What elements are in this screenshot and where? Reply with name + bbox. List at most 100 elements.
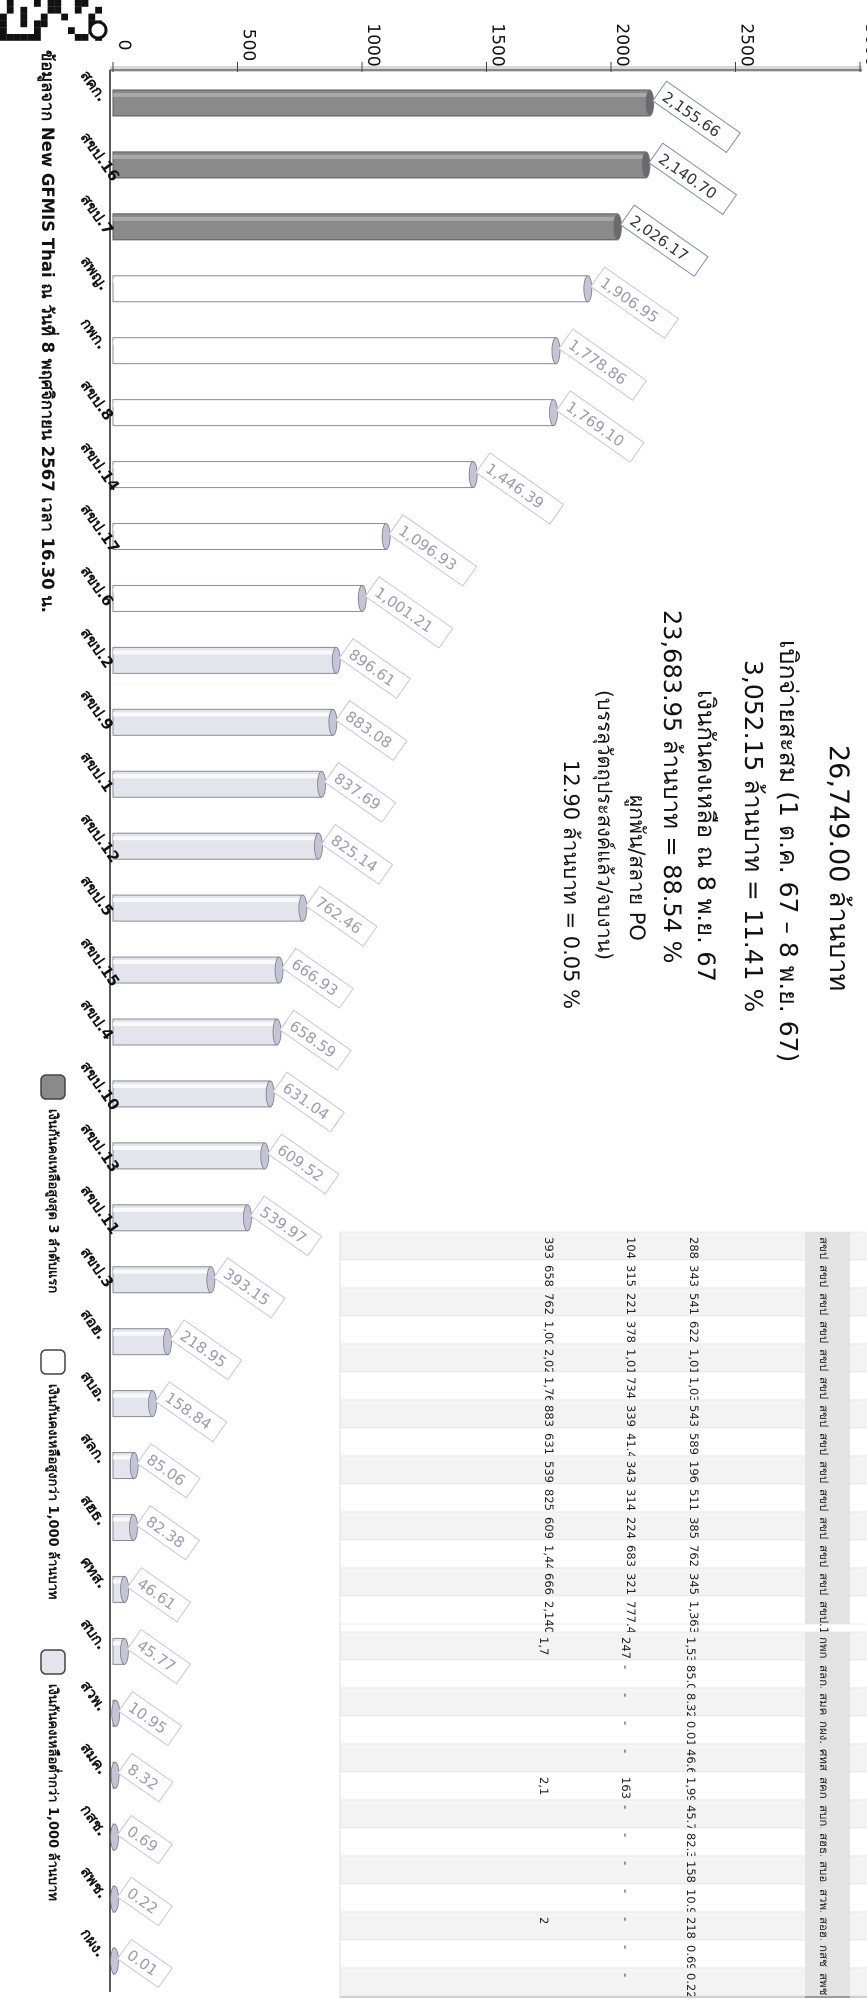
bar-18 [112,1142,270,1170]
bar-highlight [113,774,322,779]
data-label-box: 1,446.39 [475,452,565,525]
qr-module [34,0,41,7]
table-right-row-header-bg [805,1716,850,1744]
table-right-cell: สอฮ. [817,1917,831,1942]
table-left-row-header-bg [805,1540,850,1568]
qr-module [6,34,14,41]
table-right-cell: 2 [537,1917,551,1924]
category-label: สขป.5 [77,872,118,919]
table-left-row-header-bg [805,1344,850,1372]
data-label-frame [619,204,709,278]
table-right-cell: - [619,1721,633,1725]
table-right-cell: กพก. [817,1637,831,1662]
bar-highlight [113,1145,265,1150]
bar-cap [110,1885,119,1913]
tick-label: 1000 [363,23,383,66]
bar-cap [110,1761,120,1789]
bar-cap [298,894,308,922]
table-right-row-bg [339,1911,867,1941]
table-right-row-header-bg [805,1884,850,1912]
data-label-frame [126,1628,191,1685]
table-left-cell: สขป.16 [817,1601,831,1641]
data-label-box: 825.14 [320,823,394,885]
bar-cap [331,646,341,674]
table-right-cell: สพช. [817,1973,831,1998]
bar-cap [272,1018,282,1046]
table-right-row-header-bg [805,1940,850,1968]
table-right-row-header-bg [805,1632,850,1660]
table-right-row-header-bg [805,1828,850,1856]
data-label-box: 393.15 [213,1257,286,1319]
table-right-row-bg [339,1715,867,1745]
bar-31 [110,1947,119,1975]
table-right-cell: - [619,1833,633,1837]
data-label-box: 1,096.93 [388,514,478,587]
table-right-cell: 2,1 [537,1777,551,1795]
bar-30 [110,1885,119,1913]
category-label: สอฮ. [77,1306,111,1343]
bar-highlight [113,278,588,283]
data-label-frame [136,1443,201,1499]
table-right-cell: - [619,1917,633,1921]
table-right-cell: สวพ. [817,1889,831,1914]
legend: เงินกันคงเหลือสูงสุด 3 ลำดับแรกเงินกันคง… [40,1074,66,1901]
data-label-frame [272,1071,345,1133]
qr-module [0,13,7,21]
data-label-frame [323,761,397,824]
table-total-row-bg [340,1996,867,1998]
table-right-cell: - [619,1973,633,1977]
data-label-box: 45.77 [126,1628,191,1685]
bar-23 [112,1452,139,1480]
bar-12 [112,770,326,798]
footer-source-note: ข้อมูลจาก New GFMIS Thai ณ วันที่ 8 พฤศจ… [36,50,60,613]
table-right-row-bg [339,1771,867,1801]
table-right-row-header-bg [805,1660,850,1688]
category-label: สพช. [77,1863,112,1902]
table-right-cell: - [619,1889,633,1893]
table-left-row-header-bg [805,1260,850,1288]
tick-label: 2000 [612,23,632,66]
data-label-box: 2,026.17 [619,204,709,278]
qr-module [74,0,82,7]
tick-label: 0 [114,40,134,51]
data-label-frame [169,1319,243,1381]
bar-27 [111,1699,121,1727]
data-label-box: 609.52 [267,1133,340,1195]
bar-highlight [113,464,474,469]
tick-label: 500 [239,29,259,61]
table-right-row-bg [339,1659,867,1689]
data-label-frame [558,328,648,401]
data-label-box: 1,001.21 [364,575,454,649]
data-table: สขป.3288.62104.53393.15สขป.4343.35315.24… [339,1231,867,1998]
annotation-1: 26,749.00 ล้านบาท [823,745,854,991]
qr-module [40,20,48,28]
data-label-frame [135,1505,201,1561]
bar-11 [112,708,338,736]
bar-17 [112,1080,275,1108]
bar-cap [328,708,338,736]
qr-module [47,0,55,7]
table-left-row-bg [339,1259,867,1289]
bar-cap [120,1576,130,1603]
qr-module [74,6,82,14]
category-label: สฮธ. [77,1491,111,1528]
table-left-row-header-bg [805,1372,850,1400]
qr-module [6,6,14,14]
table-left-row-header-bg [805,1456,850,1484]
table-left-row-bg [339,1595,867,1625]
bar-highlight [113,1641,125,1646]
table-left-row-header-bg [805,1568,850,1596]
qr-module [27,34,34,41]
category-label: สลก. [77,1430,111,1467]
data-label-frame [281,947,354,1009]
bar-highlight [113,1579,125,1584]
table-right-cell: 0.22 [684,1973,698,1998]
annotation-4: เงินกันคงเหลือ ณ 8 พ.ย. 67 [692,690,720,982]
bar-25 [112,1575,130,1603]
table-right-cell: สคก. [817,1777,831,1802]
bar-cap [317,770,326,798]
bar-highlight [113,712,333,717]
bar-14 [112,894,308,922]
bar-highlight [113,1331,168,1336]
legend-swatch-top3 [40,1074,66,1100]
